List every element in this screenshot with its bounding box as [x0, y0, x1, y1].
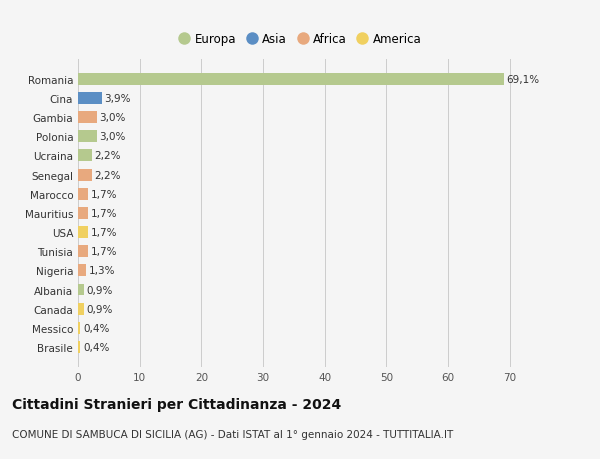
Text: 2,2%: 2,2%	[94, 170, 121, 180]
Bar	[78, 93, 102, 105]
Text: 1,7%: 1,7%	[91, 189, 118, 199]
Bar	[78, 227, 88, 239]
Text: 69,1%: 69,1%	[506, 75, 540, 84]
Text: 1,7%: 1,7%	[91, 228, 118, 238]
Text: 0,9%: 0,9%	[86, 304, 112, 314]
Bar	[78, 131, 97, 143]
Bar	[78, 246, 88, 257]
Text: 1,7%: 1,7%	[91, 208, 118, 218]
Text: 1,3%: 1,3%	[88, 266, 115, 276]
Bar	[78, 112, 97, 124]
Text: 3,0%: 3,0%	[99, 113, 125, 123]
Bar	[78, 188, 88, 200]
Bar	[78, 284, 83, 296]
Text: 3,0%: 3,0%	[99, 132, 125, 142]
Bar	[78, 303, 83, 315]
Text: 0,9%: 0,9%	[86, 285, 112, 295]
Text: 2,2%: 2,2%	[94, 151, 121, 161]
Text: 0,4%: 0,4%	[83, 342, 109, 352]
Bar	[78, 265, 86, 277]
Text: Cittadini Stranieri per Cittadinanza - 2024: Cittadini Stranieri per Cittadinanza - 2…	[12, 397, 341, 411]
Text: 0,4%: 0,4%	[83, 323, 109, 333]
Text: 3,9%: 3,9%	[104, 94, 131, 104]
Bar	[78, 73, 504, 85]
Bar	[78, 169, 92, 181]
Bar	[78, 207, 88, 219]
Bar	[78, 150, 92, 162]
Legend: Europa, Asia, Africa, America: Europa, Asia, Africa, America	[173, 28, 427, 51]
Bar	[78, 341, 80, 353]
Text: 1,7%: 1,7%	[91, 246, 118, 257]
Bar	[78, 322, 80, 334]
Text: COMUNE DI SAMBUCA DI SICILIA (AG) - Dati ISTAT al 1° gennaio 2024 - TUTTITALIA.I: COMUNE DI SAMBUCA DI SICILIA (AG) - Dati…	[12, 429, 453, 439]
